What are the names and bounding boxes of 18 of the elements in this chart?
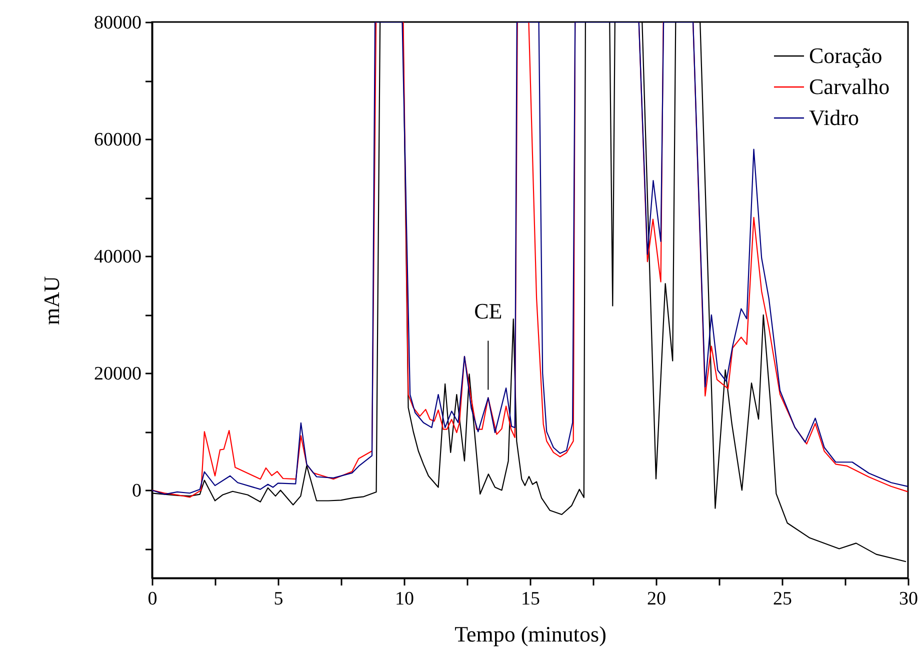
x-tick-label: 30 <box>899 588 918 610</box>
x-tick-label: 15 <box>521 588 540 610</box>
y-tick-label: 80000 <box>94 12 142 34</box>
x-tick-label: 10 <box>395 588 414 610</box>
y-axis-title: mAU <box>39 276 64 325</box>
x-axis-title: Tempo (minutos) <box>454 622 606 646</box>
legend-label: Coração <box>809 43 882 68</box>
x-tick-label: 20 <box>647 588 666 610</box>
y-tick-label: 20000 <box>94 364 142 385</box>
y-tick-label: 40000 <box>94 246 142 268</box>
x-tick-label: 0 <box>148 588 158 610</box>
legend-label: Vidro <box>809 105 860 130</box>
y-tick-label: 60000 <box>94 130 142 151</box>
legend-label: Carvalho <box>809 74 890 99</box>
x-tick-label: 5 <box>274 588 284 610</box>
y-tick-label: 0 <box>132 480 142 502</box>
x-tick-label: 25 <box>773 588 792 610</box>
annotation: CE <box>474 298 502 324</box>
